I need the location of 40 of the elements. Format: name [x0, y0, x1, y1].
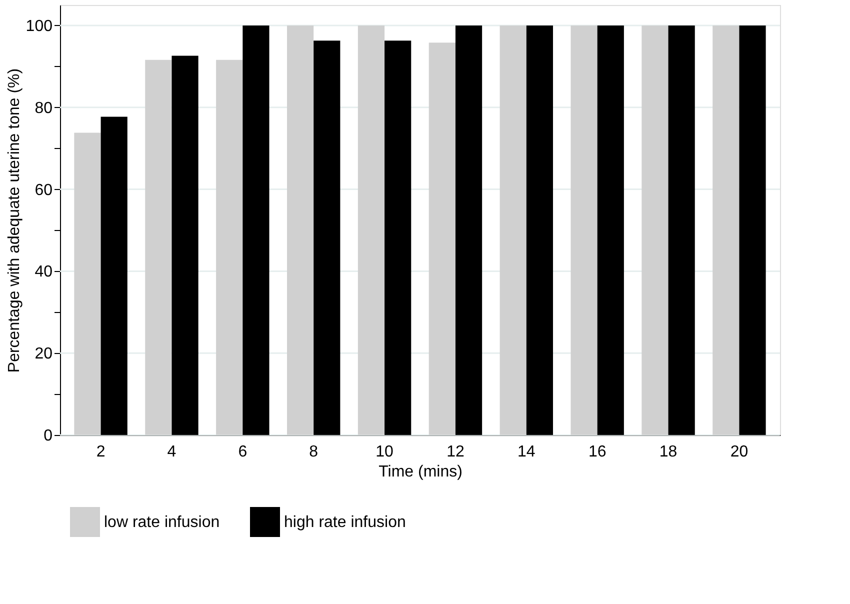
bar — [428, 42, 456, 435]
bar — [500, 25, 526, 435]
legend-label: low rate infusion — [104, 514, 220, 531]
bar — [216, 60, 243, 435]
bar — [100, 116, 128, 435]
x-tick-label: 2 — [96, 444, 106, 460]
x-tick-label: 8 — [309, 444, 318, 460]
bar — [384, 40, 412, 435]
bar — [668, 25, 695, 435]
x-tick-label: 10 — [376, 444, 394, 460]
bar — [242, 25, 270, 435]
y-axis-title: Percentage with adequate uterine tone (%) — [6, 68, 23, 373]
bar — [597, 25, 624, 435]
bar — [314, 40, 340, 435]
bar — [570, 25, 598, 435]
y-tick-label: 0 — [44, 428, 53, 444]
bar — [358, 25, 385, 435]
bar — [172, 56, 198, 435]
y-tick-label: 20 — [34, 346, 53, 363]
x-tick-label: 14 — [518, 444, 536, 460]
y-tick-label: 40 — [34, 264, 53, 281]
bar — [455, 25, 482, 435]
y-tick-label: 100 — [26, 18, 53, 35]
bar — [642, 25, 668, 435]
x-tick-label: 12 — [446, 444, 464, 460]
x-tick-label: 16 — [588, 444, 606, 460]
y-tick-label: 80 — [34, 100, 53, 117]
x-tick-label: 20 — [730, 444, 748, 460]
x-tick-label: 18 — [659, 444, 678, 460]
x-tick-label: 4 — [167, 444, 176, 460]
bar — [739, 25, 766, 435]
bar — [145, 60, 172, 435]
y-tick-label: 60 — [34, 182, 53, 199]
x-tick-label: 6 — [238, 444, 248, 460]
bar — [286, 25, 314, 435]
legend-label: high rate infusion — [284, 514, 406, 531]
bar — [526, 25, 554, 435]
bar — [74, 132, 101, 435]
x-axis-title: Time (mins) — [378, 464, 462, 480]
bar — [712, 25, 740, 435]
